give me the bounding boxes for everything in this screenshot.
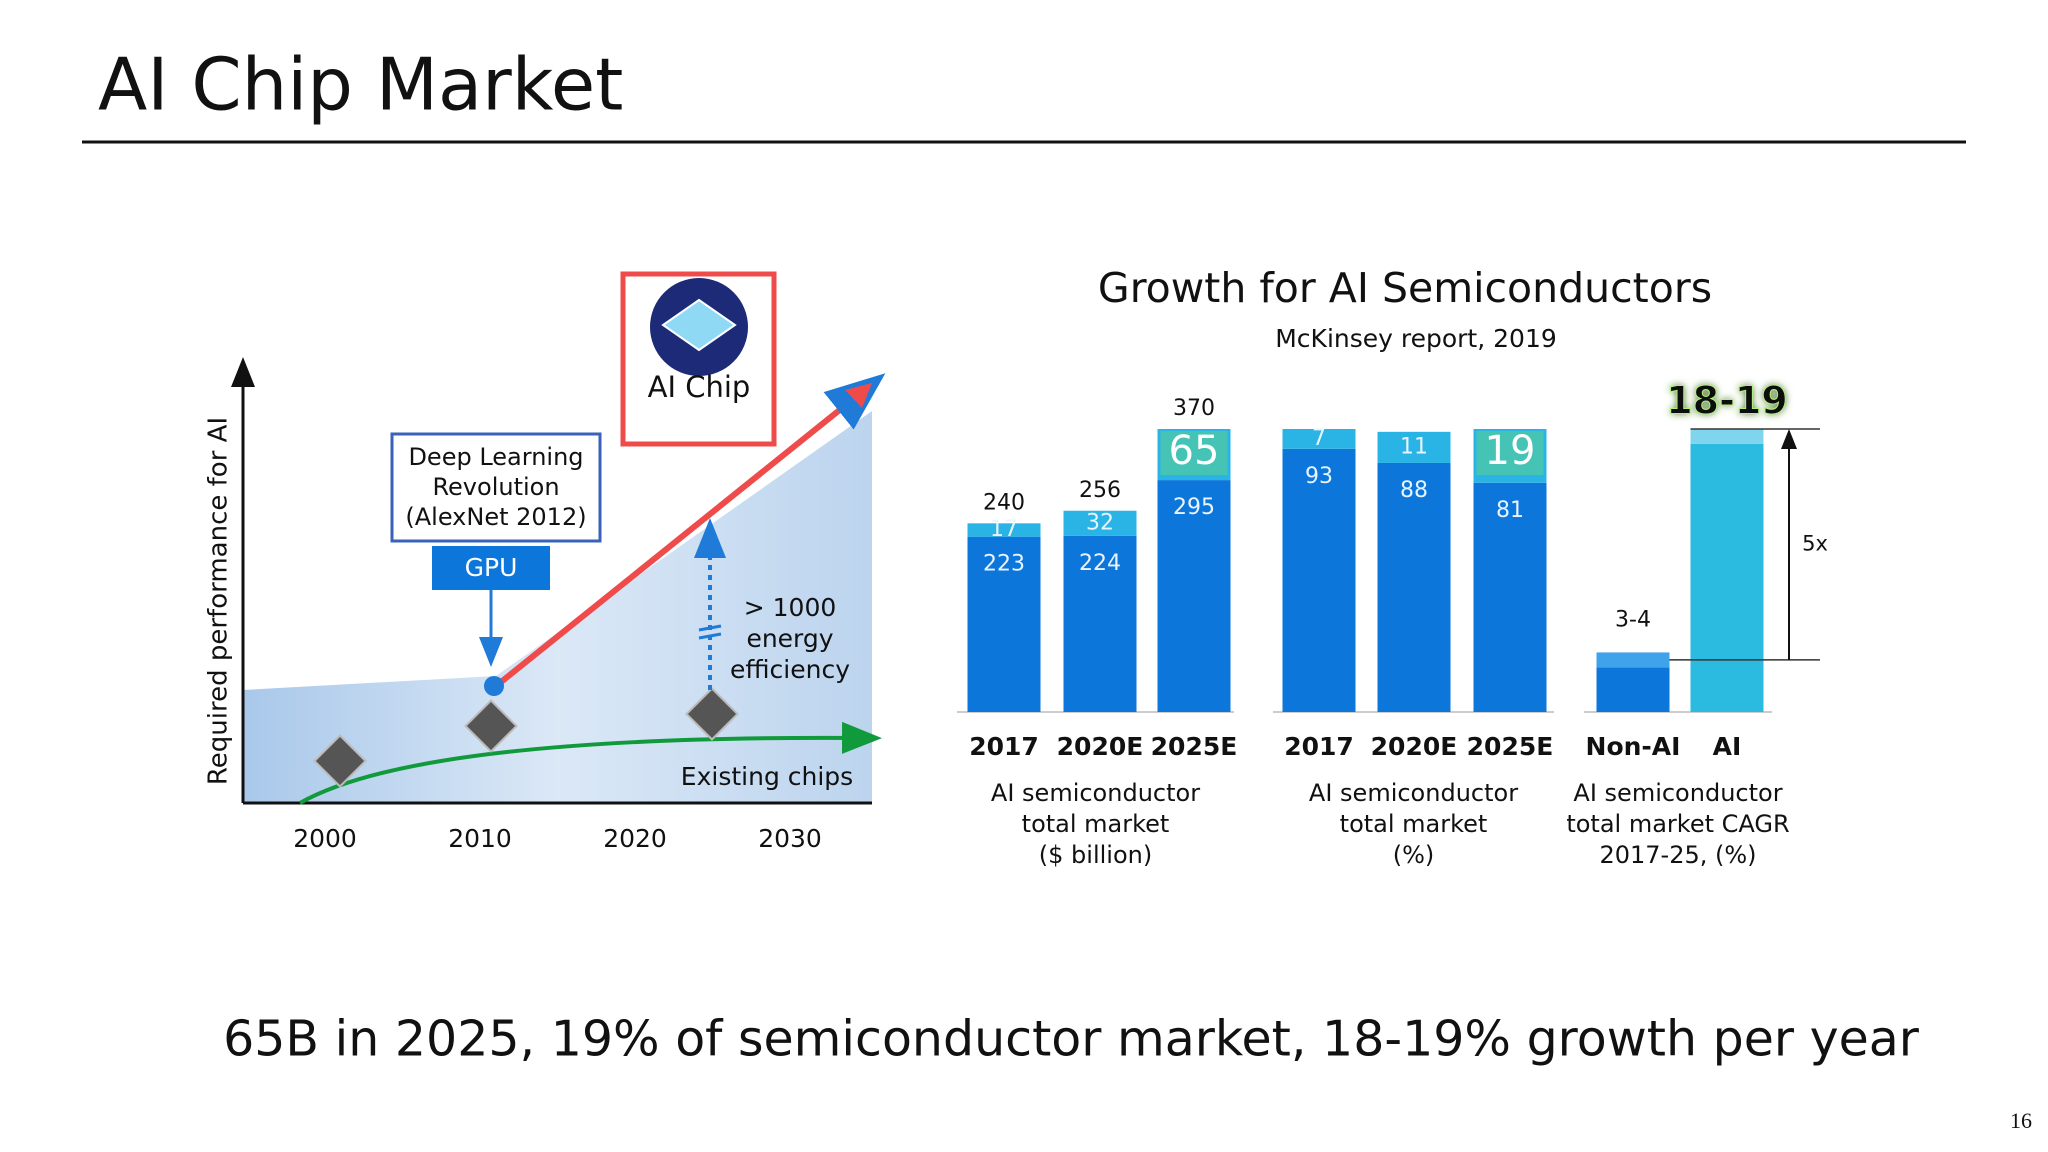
bar-value-label: 224: [1079, 551, 1121, 576]
chart-subtitle: McKinsey report, 2019: [1275, 324, 1557, 353]
neq-mark: [698, 624, 722, 632]
total-label: 370: [1173, 396, 1215, 421]
range-label: 18-19: [1666, 379, 1788, 423]
x-tick-label: 2020: [603, 824, 667, 853]
bar-segment: [1377, 431, 1451, 463]
diagram: GPU AI Chip Existing chips Required perf…: [204, 271, 886, 805]
chip-icon: [313, 734, 367, 788]
ai-arrowhead: [845, 383, 872, 408]
bar-value-label: 81: [1496, 498, 1524, 523]
bar-value-label: 17: [990, 517, 1018, 542]
chip-icon: [464, 699, 518, 753]
ratio-label: 5x: [1802, 531, 1828, 555]
category-label: Non-AI: [1586, 732, 1681, 761]
page-number: 16: [2010, 1108, 2032, 1133]
milestone-dot: [484, 676, 504, 696]
bar-segment: [1157, 480, 1231, 712]
bar-value-label: 88: [1400, 478, 1428, 503]
bar-segment: [1377, 462, 1451, 712]
x-tick-label: 2010: [448, 824, 512, 853]
range-band: [1690, 429, 1764, 444]
caption-line: total market CAGR: [1566, 810, 1789, 838]
ai-chip-core: [661, 298, 737, 352]
y-axis-label: Required performance for AI: [204, 417, 234, 785]
efficiency-line: energy: [746, 624, 833, 653]
total-label: 240: [983, 490, 1025, 515]
ai-trend: [494, 373, 886, 689]
range-base: [1690, 443, 1764, 712]
highlight: [1476, 431, 1544, 475]
dl-box-line: (AlexNet 2012): [405, 503, 586, 531]
bar-segment: [1063, 535, 1137, 712]
bar-segment: [1473, 482, 1547, 712]
highlight: [1160, 431, 1228, 475]
bar-value-label: 65: [1169, 428, 1220, 474]
bar-segment: [1063, 510, 1137, 536]
dl-box-line: Revolution: [432, 473, 559, 501]
ai-chip-box: [620, 271, 777, 447]
bar-segment: [967, 536, 1041, 712]
bar-segment: [967, 523, 1041, 537]
caption-line: AI semiconductor: [1573, 779, 1782, 807]
chip-icon: [685, 687, 739, 741]
category-label: 2017: [1284, 732, 1354, 761]
bar-value-label: 93: [1305, 464, 1333, 489]
dl-box: [390, 432, 602, 543]
category-label: 2020E: [1371, 732, 1458, 761]
caption-line: ($ billion): [1039, 841, 1152, 869]
dl-box-line: Deep Learning: [408, 443, 583, 471]
caption-line: total market: [1340, 810, 1488, 838]
bar-segment: [1282, 429, 1356, 449]
bar-value-label: 295: [1173, 495, 1215, 520]
x-tick-label: 2000: [293, 824, 357, 853]
chart-title: Growth for AI Semiconductors: [1098, 264, 1712, 312]
category-label: 2025E: [1151, 732, 1238, 761]
gpu-box: [432, 546, 550, 590]
neq-mark: [698, 632, 722, 640]
bar-value-label: 19: [1485, 428, 1536, 474]
range-base: [1596, 667, 1670, 712]
existing-label: Existing chips: [681, 762, 853, 791]
efficiency-line: efficiency: [730, 655, 850, 684]
x-tick-label: 2030: [758, 824, 822, 853]
bar-value-label: 32: [1086, 510, 1114, 535]
category-label: 2017: [969, 732, 1039, 761]
caption-line: 2017-25, (%): [1599, 841, 1756, 869]
category-label: AI: [1713, 732, 1742, 761]
range-label: 3-4: [1615, 607, 1651, 632]
category-label: 2025E: [1467, 732, 1554, 761]
total-label: 256: [1079, 478, 1121, 503]
category-label: 2020E: [1057, 732, 1144, 761]
footer: 65B in 2025, 19% of semiconductor market…: [223, 1011, 1920, 1068]
bar-value-label: 223: [983, 552, 1025, 577]
caption-line: AI semiconductor: [1309, 779, 1518, 807]
gpu-label: GPU: [465, 553, 518, 582]
ai-chip-label: AI Chip: [648, 370, 751, 404]
caption-line: (%): [1393, 841, 1435, 869]
bar-value-label: 7: [1312, 426, 1326, 451]
slide-title: AI Chip Market: [98, 43, 623, 127]
bar-segment: [1282, 448, 1356, 712]
efficiency-line: > 1000: [744, 593, 837, 622]
chip-icons: [313, 687, 739, 788]
range-band: [1596, 652, 1670, 668]
bar-value-label: 11: [1400, 434, 1428, 459]
caption-line: AI semiconductor: [991, 779, 1200, 807]
caption-line: total market: [1022, 810, 1170, 838]
